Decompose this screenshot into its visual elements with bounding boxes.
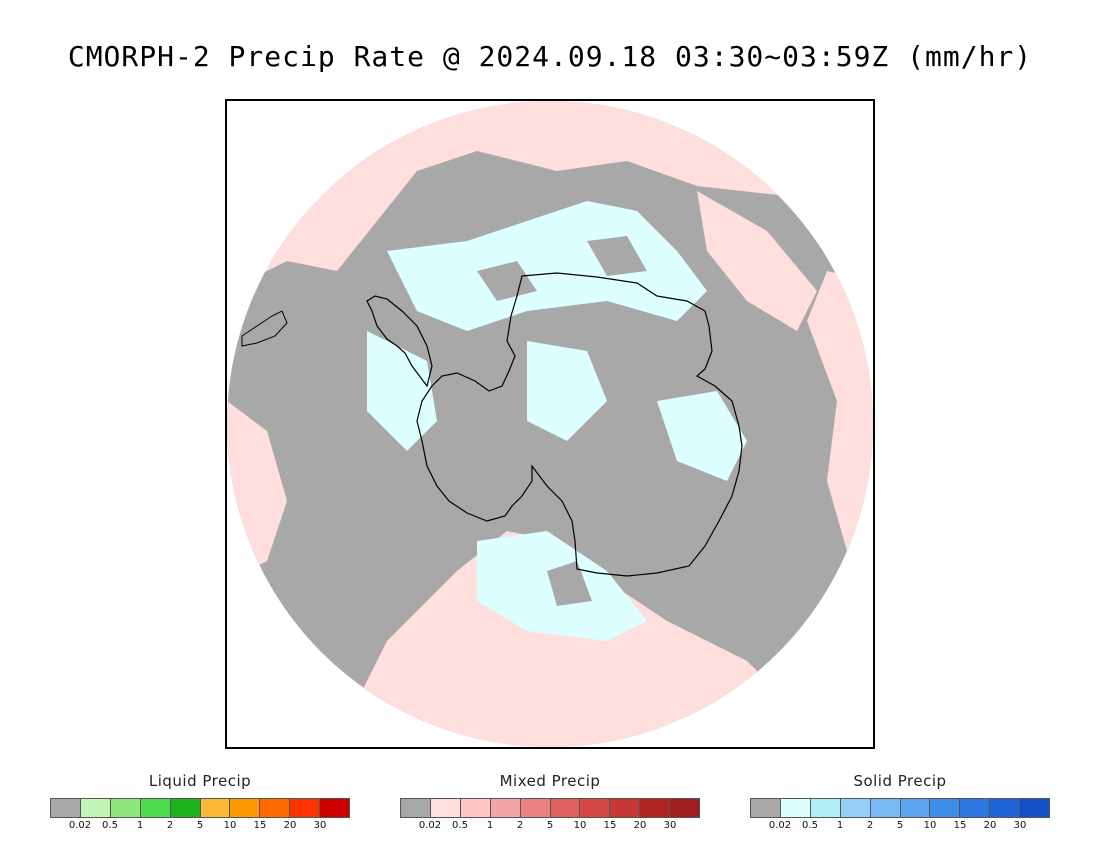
legend-tick-label: 15 bbox=[953, 820, 967, 831]
legend-tick-label: 30 bbox=[663, 820, 677, 831]
legend-swatch bbox=[230, 799, 261, 817]
precip-field bbox=[227, 101, 873, 747]
legend-tick-label: 0.02 bbox=[418, 820, 442, 831]
legend-tick-label: 15 bbox=[253, 820, 267, 831]
legend-tick-label: 10 bbox=[573, 820, 587, 831]
legend-tick-label: 30 bbox=[1013, 820, 1027, 831]
legend-tick-label: 1 bbox=[486, 820, 494, 831]
legend-title-solid: Solid Precip bbox=[853, 772, 947, 790]
legend-tick-label: 5 bbox=[896, 820, 904, 831]
legend-swatch bbox=[320, 799, 350, 817]
legend-tick-label: 10 bbox=[923, 820, 937, 831]
legend-swatch bbox=[520, 799, 551, 817]
legend-swatch bbox=[900, 799, 931, 817]
legend-tick-label: 1 bbox=[136, 820, 144, 831]
legend-tick-label: 30 bbox=[313, 820, 327, 831]
legend-swatch bbox=[610, 799, 641, 817]
legend-tick-label: 20 bbox=[283, 820, 297, 831]
legend-swatch bbox=[840, 799, 871, 817]
polar-map-canvas bbox=[227, 101, 873, 747]
legend-swatch bbox=[460, 799, 491, 817]
legend-swatch bbox=[990, 799, 1021, 817]
legend-swatch bbox=[870, 799, 901, 817]
legend-swatch bbox=[170, 799, 201, 817]
legend-swatch bbox=[80, 799, 111, 817]
legend-swatch bbox=[670, 799, 700, 817]
legend-swatch bbox=[490, 799, 521, 817]
antarctic-peninsula-coastline bbox=[366, 295, 433, 388]
legend-swatch bbox=[1020, 799, 1050, 817]
legend-swatches-solid bbox=[750, 798, 1050, 818]
legend-swatch bbox=[110, 799, 141, 817]
legend-swatch bbox=[640, 799, 671, 817]
legend-swatch bbox=[550, 799, 581, 817]
solid-region-west bbox=[367, 331, 437, 451]
legend-liquid: Liquid Precip 0.02 0.5 1 2 5 10 15 20 30 bbox=[50, 772, 350, 832]
legend-tick-label: 0.5 bbox=[452, 820, 468, 831]
legend-ticks-mixed: 0.02 0.5 1 2 5 10 15 20 30 bbox=[400, 818, 700, 832]
solid-region-north bbox=[387, 201, 707, 331]
legend-tick-label: 0.5 bbox=[802, 820, 818, 831]
mixed-region-north bbox=[227, 101, 873, 291]
solid-region-east bbox=[657, 391, 747, 481]
precip-map bbox=[225, 99, 875, 749]
mixed-region-ne bbox=[697, 191, 817, 331]
legend-swatch bbox=[430, 799, 461, 817]
legend-swatch bbox=[51, 799, 81, 817]
legend-swatch bbox=[260, 799, 291, 817]
legend-swatch bbox=[930, 799, 961, 817]
mixed-region-east bbox=[807, 271, 873, 571]
legend-tick-label: 2 bbox=[516, 820, 524, 831]
legend-tick-label: 2 bbox=[166, 820, 174, 831]
legend-swatches-mixed bbox=[400, 798, 700, 818]
legend-tick-label: 10 bbox=[223, 820, 237, 831]
legend-tick-label: 1 bbox=[836, 820, 844, 831]
legend-tick-label: 5 bbox=[196, 820, 204, 831]
legend-swatch bbox=[780, 799, 811, 817]
legend-tick-label: 20 bbox=[633, 820, 647, 831]
legend-mixed: Mixed Precip 0.02 0.5 1 2 5 10 15 20 30 bbox=[400, 772, 700, 832]
legend-ticks-solid: 0.02 0.5 1 2 5 10 15 20 30 bbox=[750, 818, 1050, 832]
legend-solid: Solid Precip 0.02 0.5 1 2 5 10 15 20 30 bbox=[750, 772, 1050, 832]
legend-swatch bbox=[140, 799, 171, 817]
legend-swatch bbox=[810, 799, 841, 817]
map-title: CMORPH-2 Precip Rate @ 2024.09.18 03:30~… bbox=[67, 40, 1033, 73]
legend-tick-label: 0.02 bbox=[68, 820, 92, 831]
legend-title-mixed: Mixed Precip bbox=[499, 772, 601, 790]
legend-swatch bbox=[960, 799, 991, 817]
antarctica-coastline bbox=[416, 272, 743, 577]
legend-ticks-liquid: 0.02 0.5 1 2 5 10 15 20 30 bbox=[50, 818, 350, 832]
legend-swatch bbox=[290, 799, 321, 817]
legend-swatches-liquid bbox=[50, 798, 350, 818]
legend-title-liquid: Liquid Precip bbox=[148, 772, 252, 790]
solid-region-center bbox=[527, 341, 607, 441]
mixed-region-south bbox=[327, 531, 827, 747]
legend-tick-label: 15 bbox=[603, 820, 617, 831]
legend-swatch bbox=[200, 799, 231, 817]
south-america-tip-coastline bbox=[241, 310, 288, 347]
legend-tick-label: 0.02 bbox=[768, 820, 792, 831]
legend-tick-label: 0.5 bbox=[102, 820, 118, 831]
legend-tick-label: 5 bbox=[546, 820, 554, 831]
legend-tick-label: 20 bbox=[983, 820, 997, 831]
legend-swatch bbox=[580, 799, 611, 817]
legend-tick-label: 2 bbox=[866, 820, 874, 831]
legend-swatch bbox=[751, 799, 781, 817]
legend-swatch bbox=[401, 799, 431, 817]
